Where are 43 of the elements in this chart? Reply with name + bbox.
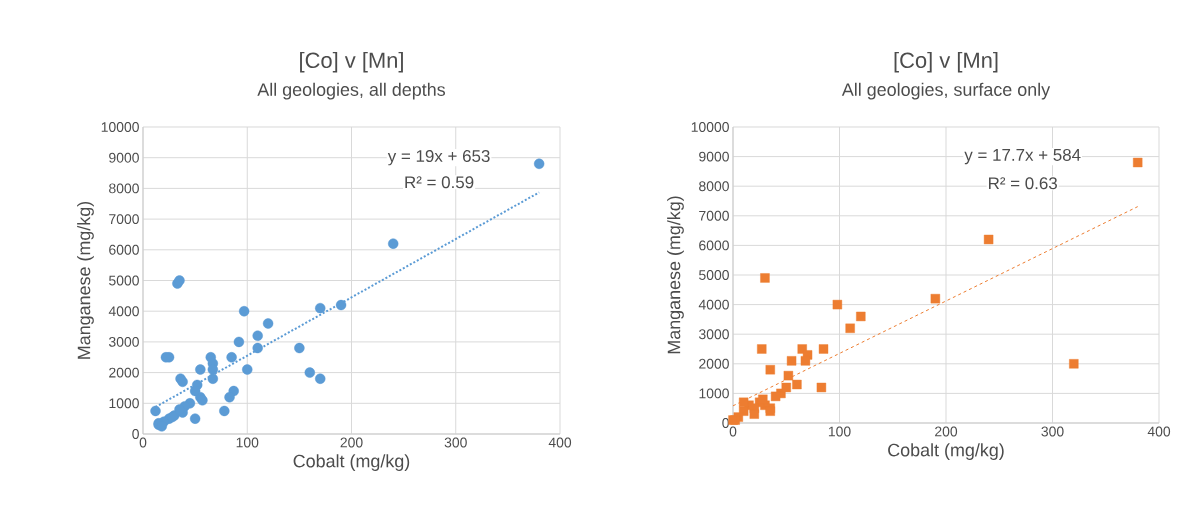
x-tick-label: 100 — [236, 437, 259, 448]
annotation: R² = 0.59 — [405, 176, 474, 189]
x-tick-label: 200 — [340, 437, 363, 448]
y-tick-label: 9000 — [109, 152, 139, 163]
y-tick-label: 1000 — [699, 388, 729, 399]
y-tick-label: 10000 — [101, 122, 139, 132]
chart-subtitle: All geologies, surface only — [841, 82, 1051, 100]
y-axis-title: Manganese (mg/kg) — [77, 201, 94, 359]
y-tick-label: 10000 — [691, 122, 729, 132]
x-tick-label: 300 — [444, 437, 467, 448]
y-tick-label: 6000 — [109, 244, 139, 255]
x-tick-label: 400 — [1147, 426, 1171, 437]
x-axis-title: Cobalt (mg/kg) — [888, 443, 1004, 460]
annotation: R² = 0.63 — [989, 177, 1057, 190]
y-tick-label: 7000 — [699, 210, 729, 221]
y-tick-label: 7000 — [109, 214, 139, 225]
y-tick-label: 9000 — [699, 151, 729, 162]
y-tick-label: 1000 — [109, 398, 139, 409]
y-tick-label: 6000 — [699, 240, 729, 251]
y-tick-label: 0 — [722, 418, 729, 428]
y-tick-label: 5000 — [109, 275, 139, 286]
y-tick-label: 4000 — [108, 306, 139, 317]
x-tick-label: 0 — [729, 426, 737, 437]
chart-title: [Co] v [Mn] — [300, 51, 403, 73]
annotation: y = 17.7x + 584 — [964, 148, 1081, 165]
x-axis-title: Cobalt (mg/kg) — [293, 454, 410, 471]
y-tick-label: 2000 — [109, 367, 139, 378]
y-tick-label: 8000 — [109, 183, 139, 194]
annotation: y = 19x + 653 — [387, 150, 490, 166]
x-tick-label: 0 — [139, 437, 147, 448]
y-tick-label: 8000 — [699, 181, 729, 192]
x-tick-label: 300 — [1041, 426, 1064, 437]
chart-subtitle: All geologies, all depths — [257, 82, 446, 100]
y-tick-label: 2000 — [699, 358, 729, 369]
y-tick-label: 3000 — [108, 336, 139, 347]
y-axis-title: Manganese (mg/kg) — [667, 196, 684, 354]
y-tick-label: 3000 — [698, 329, 729, 340]
y-tick-label: 4000 — [698, 299, 729, 310]
x-tick-label: 100 — [828, 426, 851, 437]
x-tick-label: 400 — [548, 437, 572, 448]
x-tick-label: 200 — [935, 426, 958, 437]
chart-title: [Co] v [Mn] — [894, 51, 998, 73]
y-tick-label: 5000 — [699, 270, 729, 280]
